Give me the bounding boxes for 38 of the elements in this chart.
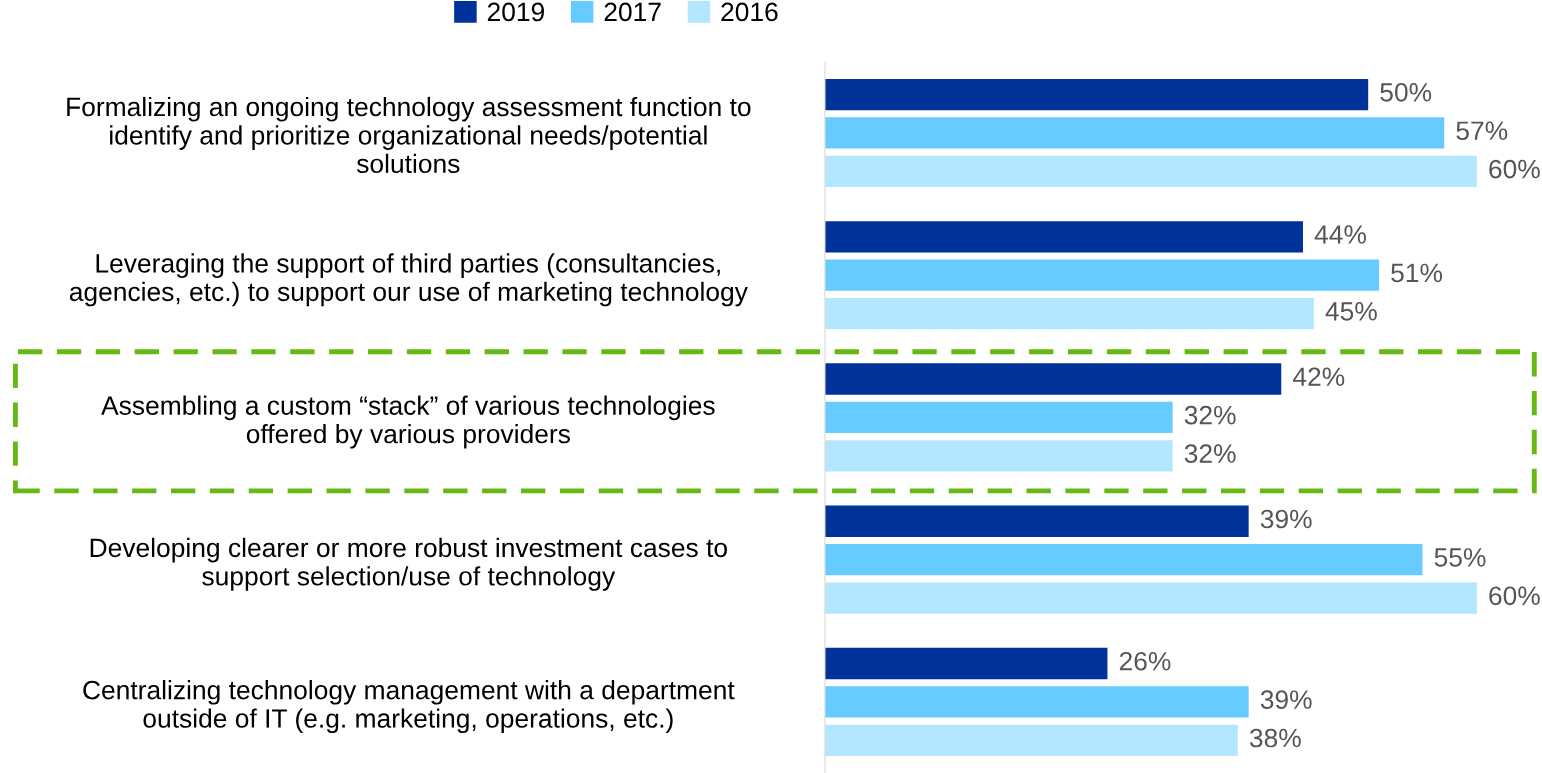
y-tick-label: Leveraging the support of third parties (consultancies, agencies, etc.) to support our use of marketing technology — [69, 253, 748, 307]
bar — [824, 647, 1108, 680]
data-label: 39% — [1260, 509, 1312, 529]
bar — [824, 297, 1314, 330]
bar — [824, 686, 1249, 718]
bar — [824, 440, 1173, 472]
bar — [824, 544, 1423, 576]
data-label: 60% — [1489, 159, 1540, 179]
bar — [824, 724, 1238, 756]
bar — [824, 363, 1282, 395]
data-label: 57% — [1456, 121, 1508, 141]
data-label: 45% — [1325, 302, 1377, 321]
data-label: 39% — [1260, 690, 1312, 709]
bar — [824, 117, 1445, 149]
data-label: 55% — [1434, 548, 1486, 567]
data-label: 26% — [1119, 651, 1171, 671]
y-tick-label: Formalizing an ongoing technology assessment function to identify and prioritize organizational needs/potential solutions — [67, 96, 751, 174]
bar — [824, 582, 1477, 614]
data-label: 42% — [1292, 367, 1345, 386]
data-label: 32% — [1184, 405, 1236, 425]
bar — [824, 401, 1173, 434]
legend-label: 2019 — [487, 2, 544, 22]
bar — [824, 259, 1380, 291]
bar — [824, 505, 1249, 537]
legend-label: 2017 — [604, 2, 661, 22]
data-label: 38% — [1249, 728, 1301, 748]
y-tick-label: Assembling a custom “stack” of various technologies offered by various providers — [101, 395, 715, 449]
data-label: 50% — [1380, 82, 1432, 102]
bar — [824, 155, 1477, 187]
data-label: 44% — [1314, 225, 1366, 244]
bar — [824, 221, 1303, 253]
bar — [824, 78, 1369, 111]
legend-label: 2016 — [721, 2, 778, 22]
data-label: 51% — [1391, 263, 1443, 283]
y-tick-label: Centralizing technology management with a department outside of IT (e.g. marketing, operations, etc.) — [83, 680, 735, 734]
y-tick-label: Developing clearer or more robust investment cases to support selection/use of technology — [90, 537, 727, 591]
data-label: 32% — [1184, 444, 1236, 463]
data-label: 60% — [1489, 586, 1540, 606]
